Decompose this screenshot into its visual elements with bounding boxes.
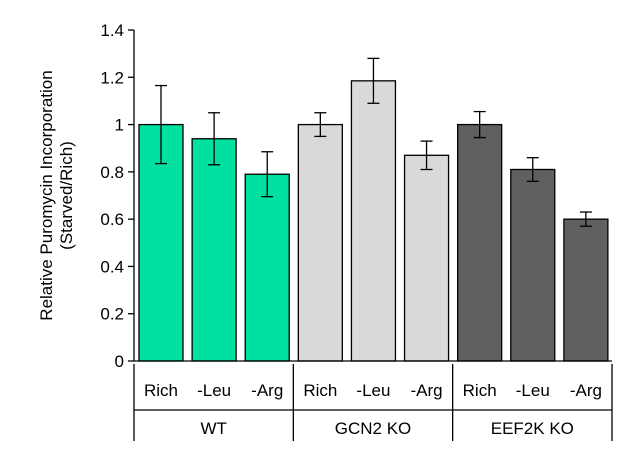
y-tick-label: 0.8 [100,163,124,182]
bar [244,173,290,362]
x-category-label: -Leu [516,381,550,400]
bar [510,168,556,362]
bar [563,218,609,362]
bars [138,57,609,362]
x-category-label: -Arg [570,381,602,400]
x-category-label: -Arg [251,381,283,400]
bar [350,80,397,362]
bar [191,138,237,362]
y-axis-title-line2: (Starved/Rich) [57,141,76,250]
y-axis-title-line1: Relative Puromycin Incorporation [37,70,56,320]
x-group-label: EEF2K KO [491,419,574,438]
x-group-label: WT [200,419,226,438]
x-group-label: GCN2 KO [335,419,412,438]
y-axis: 0 0.2 0.4 0.6 0.8 1 1.2 1.4 [100,21,135,371]
x-axis: Rich -Leu -Arg Rich -Leu -Arg Rich -Leu -Arg WT GC… [133,360,613,441]
x-category-label: Rich [463,381,497,400]
y-tick-label: 0.6 [100,210,124,229]
bar [457,123,503,362]
bar [403,154,450,362]
x-category-label: -Leu [356,381,390,400]
bar [297,123,343,362]
x-category-label: -Arg [410,381,442,400]
y-tick-label: 1 [115,116,124,135]
y-tick-label: 0 [115,352,124,371]
x-category-label: Rich [144,381,178,400]
y-tick-label: 1.4 [100,21,124,40]
y-tick-label: 0.2 [100,305,124,324]
x-category-label: Rich [303,381,337,400]
y-tick-label: 1.2 [100,68,124,87]
y-tick-label: 0.4 [100,257,124,276]
x-category-label: -Leu [197,381,231,400]
